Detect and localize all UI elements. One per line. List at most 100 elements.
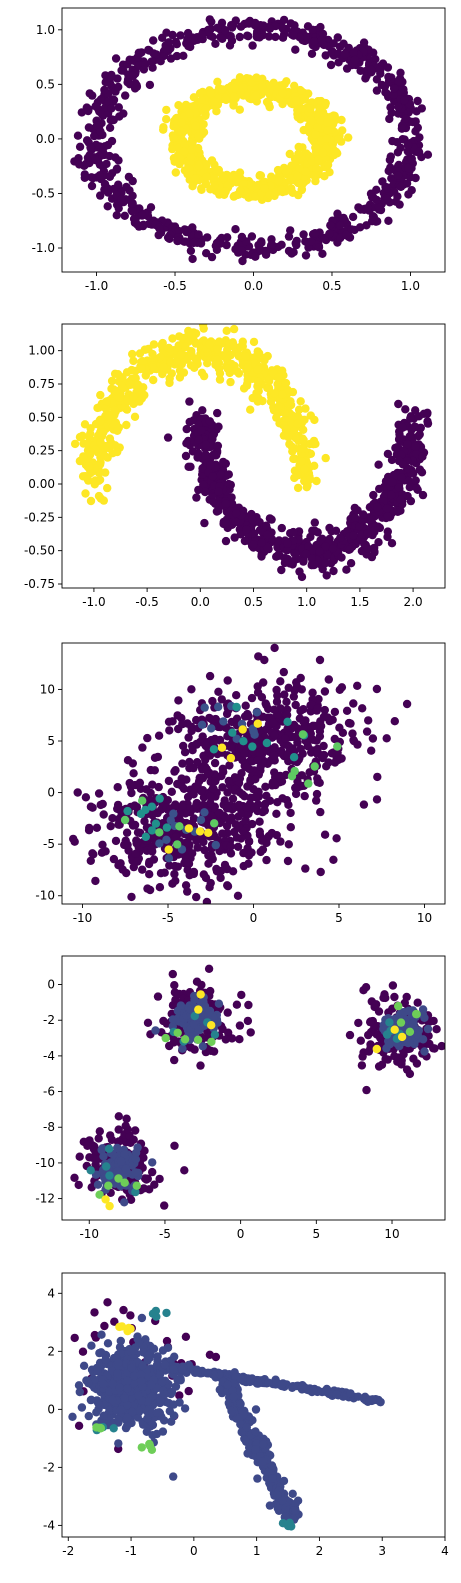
data-point	[257, 552, 266, 561]
data-point	[148, 810, 157, 820]
x-tick-label: -5	[159, 1227, 171, 1241]
data-point	[318, 249, 327, 258]
data-point	[283, 856, 293, 866]
data-point	[366, 1017, 375, 1027]
data-point	[397, 473, 406, 482]
data-point	[373, 772, 382, 782]
data-point	[230, 83, 239, 93]
data-point	[180, 1035, 190, 1044]
data-point	[121, 1121, 130, 1130]
data-point	[189, 790, 198, 799]
data-point	[251, 775, 260, 784]
data-point	[413, 998, 422, 1007]
data-point	[270, 705, 279, 714]
data-point	[197, 426, 206, 435]
data-point	[114, 180, 123, 189]
data-point	[274, 402, 283, 411]
data-point	[103, 483, 112, 493]
data-point	[198, 30, 207, 39]
data-point	[254, 377, 263, 386]
data-point	[432, 1025, 441, 1034]
data-point	[202, 897, 212, 904]
data-point	[192, 493, 201, 502]
data-point	[178, 720, 187, 729]
data-point	[320, 687, 330, 696]
data-point	[168, 969, 177, 979]
data-point	[394, 1001, 403, 1011]
data-point	[48, 818, 56, 826]
data-point	[367, 746, 376, 755]
data-point	[168, 879, 177, 888]
data-point	[403, 440, 412, 449]
data-point	[366, 1040, 375, 1049]
data-point	[388, 981, 398, 990]
data-point	[194, 485, 203, 495]
data-point	[182, 439, 191, 448]
data-point	[83, 153, 93, 162]
data-point	[312, 789, 322, 799]
data-point	[274, 373, 283, 382]
data-point	[412, 1009, 421, 1019]
x-tick-label: -0.5	[135, 595, 158, 609]
data-point	[138, 357, 147, 366]
data-point	[221, 813, 230, 822]
data-point	[283, 546, 292, 555]
data-point	[294, 149, 303, 159]
data-point	[281, 734, 290, 743]
data-point	[186, 246, 196, 255]
data-point	[293, 105, 302, 115]
data-point	[143, 884, 152, 893]
data-point	[412, 1059, 422, 1068]
data-point	[210, 819, 219, 828]
data-point	[390, 187, 399, 196]
data-point	[221, 536, 231, 546]
data-point	[192, 977, 202, 986]
data-point	[322, 134, 331, 143]
data-point	[383, 512, 392, 521]
data-point	[322, 571, 331, 580]
data-point	[79, 452, 88, 461]
data-point	[243, 375, 252, 384]
data-point	[162, 105, 171, 115]
data-point	[187, 726, 196, 736]
data-point	[160, 1201, 169, 1210]
data-point	[209, 450, 218, 459]
data-point	[312, 163, 321, 173]
x-tick-label: 5	[335, 911, 343, 925]
data-point	[96, 191, 105, 200]
y-tick-label: -8	[43, 1120, 55, 1134]
data-point	[177, 774, 186, 783]
data-point	[402, 992, 411, 1002]
data-point	[308, 688, 317, 697]
data-point	[262, 247, 271, 257]
data-point	[120, 1198, 129, 1207]
data-point	[282, 697, 291, 706]
data-point	[270, 730, 279, 740]
data-point	[331, 148, 340, 158]
data-point	[375, 484, 384, 494]
data-point	[289, 753, 299, 762]
data-point	[222, 326, 231, 335]
data-point	[179, 368, 189, 377]
data-point	[206, 986, 215, 996]
data-point	[75, 160, 84, 169]
data-point	[382, 194, 392, 203]
data-point	[220, 796, 229, 805]
data-point	[324, 675, 333, 684]
data-point	[205, 713, 214, 723]
data-point	[284, 433, 293, 442]
data-point	[131, 1126, 140, 1135]
data-point	[214, 999, 224, 1008]
data-point	[173, 1028, 182, 1037]
data-point	[384, 166, 393, 176]
data-point	[103, 1298, 112, 1307]
data-point	[169, 134, 178, 143]
data-point	[225, 41, 235, 50]
data-point	[97, 848, 107, 857]
data-point	[189, 1020, 198, 1029]
data-point	[289, 527, 298, 537]
data-point	[226, 849, 236, 858]
data-point	[120, 211, 129, 220]
data-point	[270, 768, 279, 777]
data-point	[147, 802, 157, 811]
